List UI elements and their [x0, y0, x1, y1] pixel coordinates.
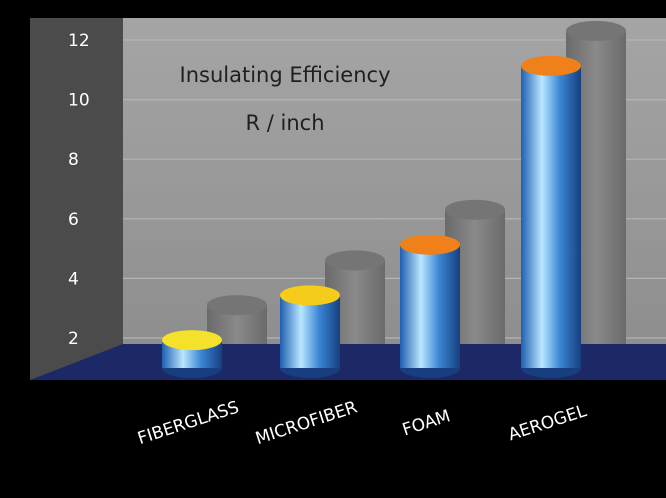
bars — [162, 55, 581, 378]
bar-cap — [280, 285, 340, 306]
y-tick-labels: 2 4 6 8 10 12 — [68, 31, 90, 349]
y-tick-label: 10 — [68, 91, 90, 111]
y-tick-label: 2 — [68, 329, 79, 349]
y-tick-label: 6 — [68, 210, 79, 230]
bar-body — [521, 65, 581, 369]
bar-shadow-cap — [207, 295, 267, 316]
bar-cap — [162, 330, 222, 351]
chart-subtitle: R / inch — [245, 111, 324, 135]
bar-microfiber — [280, 285, 340, 378]
bar-cap — [521, 55, 581, 76]
bar-aerogel — [521, 55, 581, 378]
y-tick-label: 4 — [68, 269, 79, 289]
bar-shadow-cap — [445, 199, 505, 220]
y-tick-label: 8 — [68, 150, 79, 170]
bar-cap — [400, 234, 460, 255]
bar-fiberglass — [162, 330, 222, 378]
bar-body — [280, 295, 340, 368]
bar-shadow-cap — [566, 20, 626, 41]
y-axis-panel — [30, 18, 123, 380]
bar-shadow-cap — [325, 250, 385, 271]
y-tick-label: 12 — [68, 31, 90, 51]
chart-title: Insulating Efficiency — [180, 63, 391, 87]
bar-foam — [400, 234, 460, 378]
bar-body — [400, 244, 460, 368]
